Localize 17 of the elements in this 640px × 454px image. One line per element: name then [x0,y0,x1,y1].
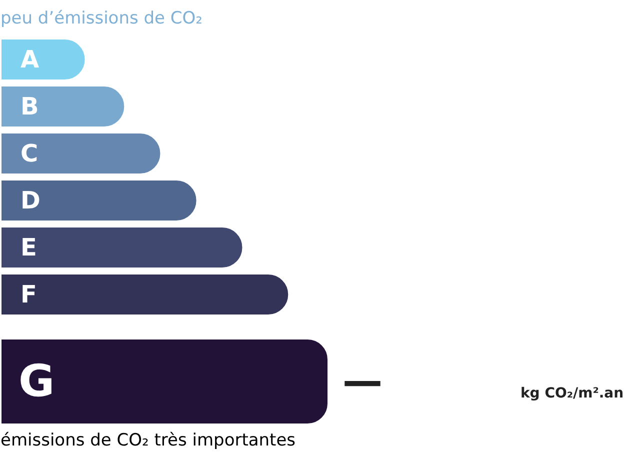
y-tick-label: G [18,356,55,407]
bar [0,84,126,128]
text: — [342,358,382,404]
bar [0,38,87,82]
bar [0,226,244,270]
bar [0,272,290,316]
bar [0,178,198,222]
text: émissions de CO₂ très importantes [0,430,296,450]
y-tick-label: D [20,186,40,214]
text: kg CO₂/m².an [520,386,624,402]
bar [0,132,162,176]
y-tick-label: B [20,92,39,120]
y-tick-label: C [20,140,38,168]
y-tick-label: F [20,280,37,308]
y-tick-label: E [20,234,37,262]
chart-title: peu d’émissions de CO₂ [0,8,202,28]
y-tick-label: A [20,46,40,74]
